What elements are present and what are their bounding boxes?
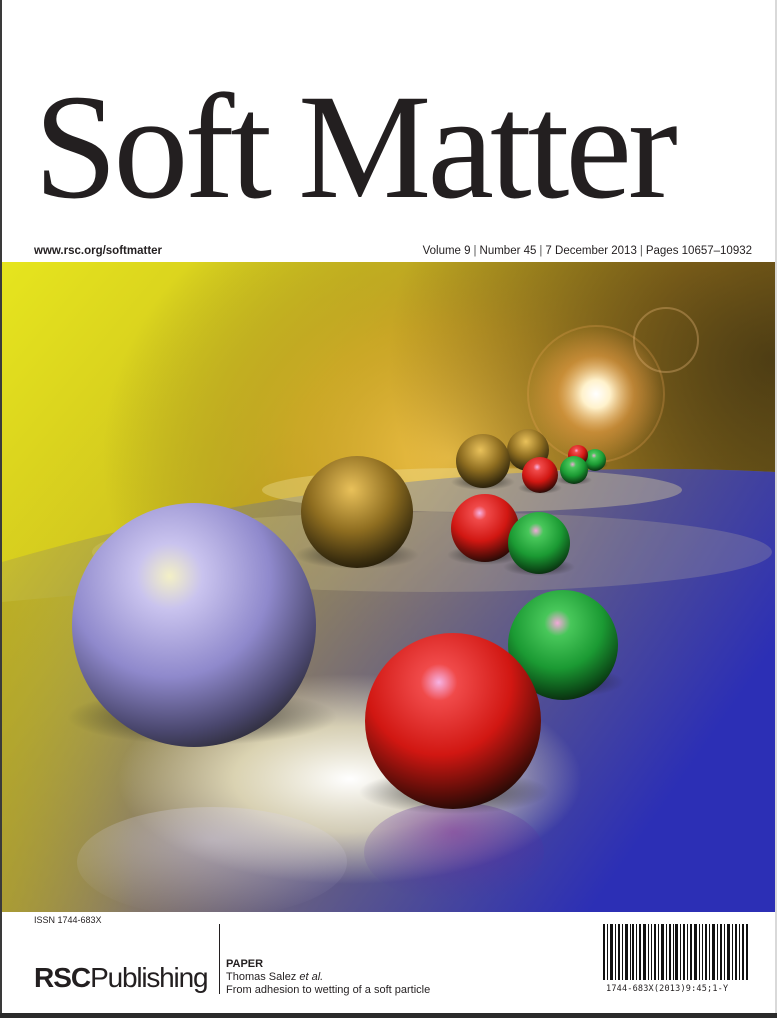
red-sphere-far [522, 457, 558, 493]
sphere-reflection [77, 807, 347, 912]
author-name: Thomas Salez [226, 971, 300, 983]
separator: | [639, 245, 643, 257]
green-sphere-near [508, 590, 618, 700]
featured-paper: PAPER Thomas Salez et al. From adhesion … [226, 958, 430, 997]
spheres-on-reflective-surface-illustration [2, 262, 775, 912]
barcode-icon [603, 924, 748, 980]
cover-right-edge [775, 0, 777, 1018]
lavender-sphere [72, 503, 316, 747]
et-al: et al. [299, 971, 324, 983]
red-sphere-middle [451, 494, 519, 562]
number-label: Number 45 [479, 245, 537, 257]
issue-details: Volume 9 | Number 45 | 7 December 2013 | Pages… [423, 243, 752, 259]
journal-title-word-2: Matter [298, 64, 678, 230]
green-sphere-far [560, 456, 588, 484]
green-sphere-middle [508, 512, 570, 574]
paper-type-label: PAPER [226, 958, 264, 970]
separator: | [539, 245, 543, 257]
paper-title: From adhesion to wetting of a soft parti… [226, 984, 431, 996]
cover-illustration [2, 262, 775, 912]
light-flare [526, 324, 666, 464]
cover-bottom-edge [0, 1013, 777, 1018]
journal-title-word-1: Soft [34, 64, 272, 230]
issue-info-bar: www.rsc.org/softmatter Volume 9 | Number 4… [34, 243, 752, 259]
paper-authors: Thomas Salez et al. [226, 971, 430, 984]
date-label: 7 December 2013 [545, 245, 637, 257]
separator: | [473, 245, 477, 257]
journal-title: Soft Matter [34, 62, 754, 232]
logo-part-1: RSC [34, 962, 91, 993]
green-sphere-far [584, 449, 606, 471]
gold-sphere-large [301, 456, 413, 568]
footer-divider [219, 924, 220, 994]
sphere-reflection [364, 802, 544, 902]
cover-left-edge [0, 0, 2, 1018]
flare-ring [633, 307, 699, 373]
volume-label: Volume 9 [422, 245, 471, 257]
barcode-number: 1744-683X(2013)9:45;1-Y [606, 984, 729, 994]
pages-label: Pages 10657–10932 [645, 245, 752, 257]
issn-label: ISSN 1744-683X [34, 915, 102, 925]
journal-url-link[interactable]: www.rsc.org/softmatter [34, 245, 163, 257]
logo-part-2: Publishing [90, 962, 208, 993]
red-sphere-near [365, 633, 541, 809]
rsc-publishing-logo: RSCPublishing [34, 962, 209, 994]
gold-sphere [456, 434, 510, 488]
